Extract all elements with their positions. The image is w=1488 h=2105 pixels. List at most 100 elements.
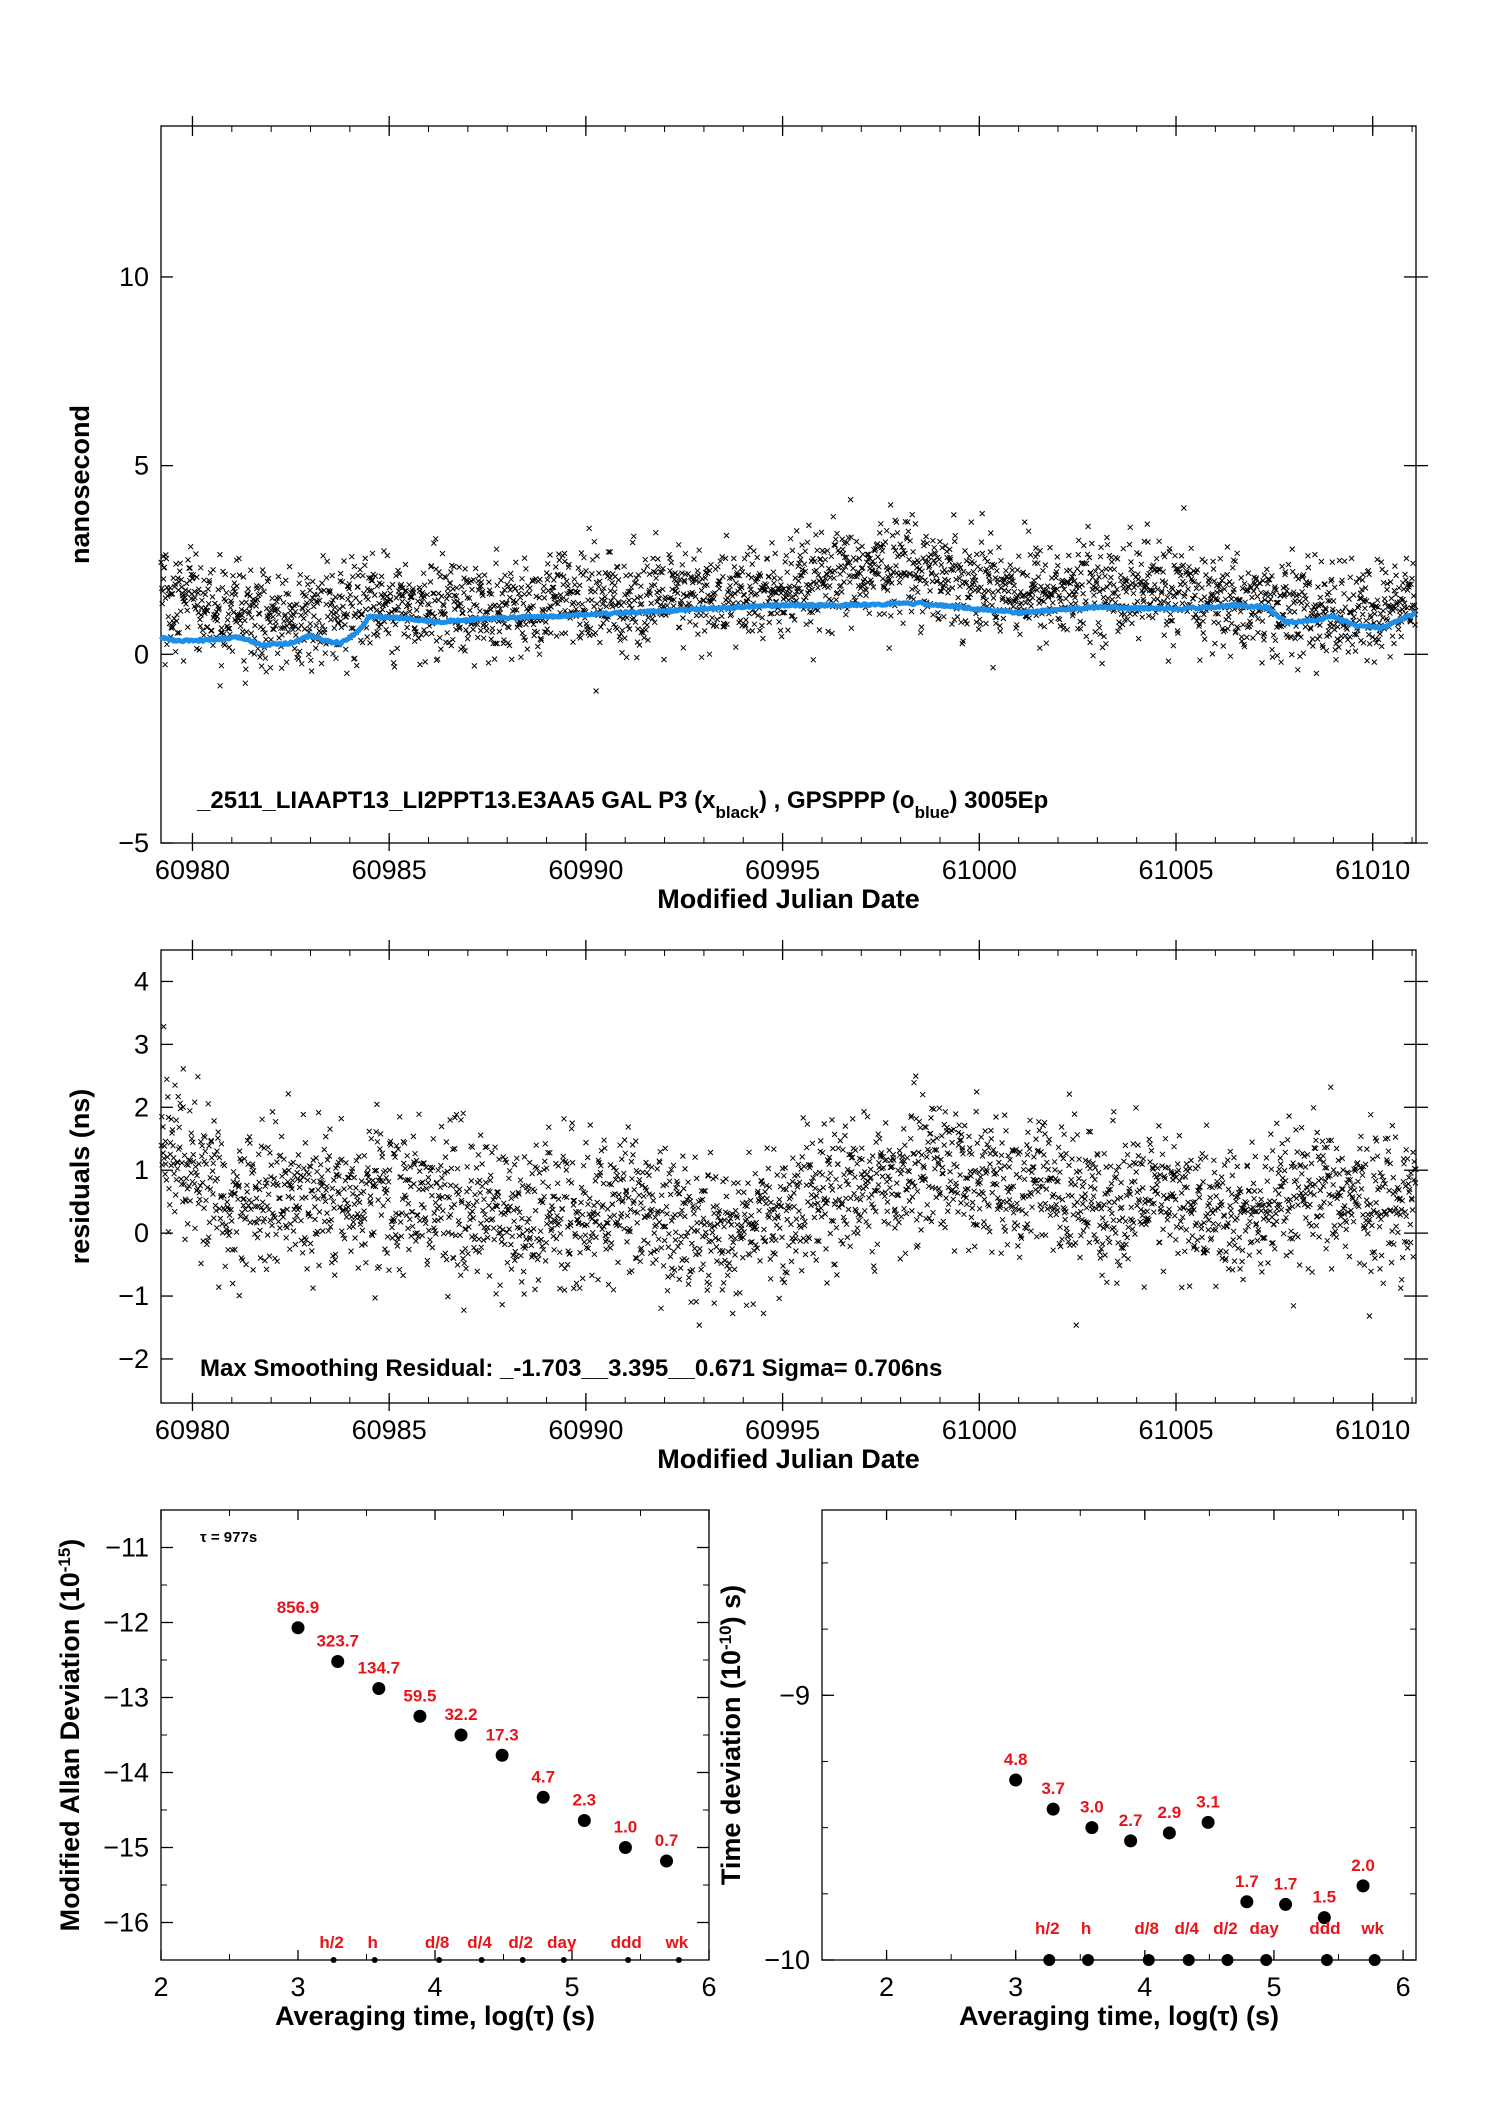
data-point [180, 658, 187, 664]
data-point [998, 1152, 1005, 1159]
data-point [195, 586, 202, 593]
data-point [1044, 583, 1051, 589]
data-point [1167, 611, 1174, 618]
data-point [764, 556, 771, 562]
data-point [802, 1218, 808, 1225]
data-point [940, 613, 947, 620]
data-point [411, 1181, 417, 1187]
data-point [677, 576, 683, 583]
data-point [964, 621, 970, 627]
data-point [300, 615, 307, 622]
data-point [184, 607, 191, 614]
x-tick-label: 60985 [352, 855, 427, 885]
data-point [534, 643, 541, 650]
data-point [464, 1163, 471, 1170]
data-point [1074, 1199, 1080, 1205]
data-point [671, 1267, 678, 1273]
data-point [796, 1208, 802, 1214]
data-point [831, 575, 837, 582]
data-point [685, 1281, 692, 1287]
data-point [389, 581, 396, 588]
data-point [704, 570, 711, 577]
data-point [1021, 1159, 1028, 1166]
data-point [563, 597, 570, 604]
data-point [195, 1200, 202, 1207]
data-point [283, 659, 290, 666]
data-point [387, 596, 394, 603]
data-point [225, 625, 231, 632]
data-point [228, 600, 235, 607]
data-point [696, 579, 703, 586]
data-point [600, 585, 607, 592]
y-tick-label: 3 [134, 1029, 149, 1059]
data-point [488, 636, 495, 642]
data-point [1010, 578, 1016, 584]
data-point [598, 1147, 605, 1154]
data-point [847, 496, 854, 503]
data-point [237, 617, 243, 624]
data-point [918, 574, 925, 581]
data-point [624, 614, 630, 621]
data-point [550, 577, 557, 583]
data-point [648, 600, 655, 607]
data-point [786, 583, 793, 590]
data-point [173, 1176, 180, 1183]
data-point [172, 1192, 179, 1198]
data-point [793, 528, 800, 534]
data-point [519, 1215, 525, 1222]
data-point [1010, 603, 1017, 610]
data-point [592, 588, 598, 595]
data-point [828, 553, 835, 560]
data-point [304, 574, 310, 581]
data-point [875, 1182, 882, 1188]
data-point [230, 585, 237, 592]
data-point [374, 1101, 380, 1108]
data-point [594, 1199, 601, 1206]
data-point [466, 1185, 473, 1192]
data-point [912, 521, 919, 527]
data-point [847, 1195, 854, 1202]
data-point [1139, 614, 1146, 621]
data-point [978, 539, 985, 545]
data-point [492, 640, 499, 647]
data-point [353, 595, 359, 601]
data-point [696, 599, 703, 605]
data-point [955, 1142, 962, 1148]
data-point [855, 546, 862, 553]
data-point [520, 1268, 527, 1275]
data-point [1391, 587, 1398, 594]
data-point [1352, 648, 1359, 654]
data-point [676, 1190, 683, 1197]
data-point [426, 601, 432, 608]
data-point [712, 590, 718, 596]
data-point [1312, 551, 1318, 558]
data-point [468, 1178, 475, 1184]
data-point [318, 660, 325, 667]
data-point [927, 551, 934, 558]
data-point [469, 1144, 476, 1151]
data-point [523, 621, 529, 628]
data-point [494, 640, 500, 647]
data-point [214, 613, 220, 620]
data-point [588, 597, 595, 603]
data-point [516, 622, 523, 628]
data-point [811, 1214, 818, 1221]
data-point [1120, 545, 1127, 552]
data-point [473, 602, 480, 609]
data-point [594, 600, 600, 607]
data-point [518, 584, 525, 591]
data-point [1079, 1183, 1086, 1190]
data-point [602, 593, 608, 600]
data-point [623, 654, 630, 661]
data-point [795, 578, 802, 584]
data-point [833, 1176, 839, 1183]
data-point [484, 1224, 491, 1231]
data-point [970, 568, 977, 575]
data-point [1243, 634, 1250, 641]
data-point [610, 1286, 617, 1293]
data-point [833, 596, 840, 603]
data-point [611, 1164, 617, 1171]
data-point [1038, 1206, 1045, 1213]
data-point [263, 605, 270, 612]
data-point [418, 632, 425, 638]
